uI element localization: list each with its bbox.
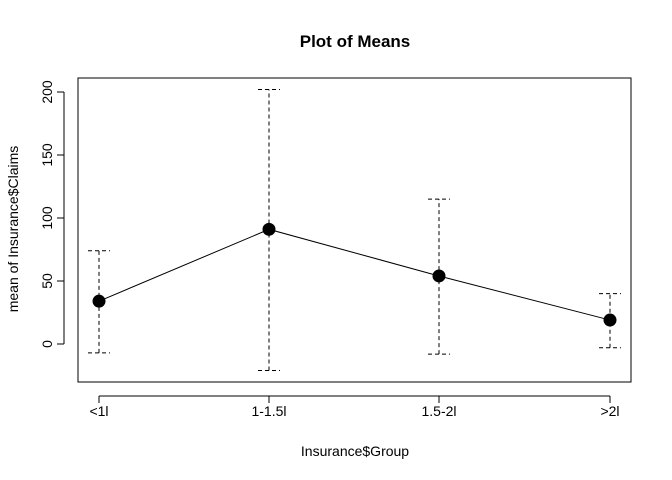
series-line-group <box>98 228 611 321</box>
y-axis: 0 50 100 150 200 <box>39 80 65 348</box>
y-axis-label: mean of Insurance$Claims <box>5 146 21 313</box>
y-tick-label: 150 <box>39 143 55 167</box>
points <box>92 222 617 327</box>
data-point <box>603 313 617 327</box>
plot-frame <box>77 77 632 383</box>
x-tick-label: 1-1.5l <box>251 403 286 419</box>
x-tick-label: <1l <box>89 403 108 419</box>
x-tick-label: >2l <box>600 403 619 419</box>
data-point <box>262 222 276 236</box>
y-tick-label: 200 <box>39 80 55 104</box>
y-tick-label: 50 <box>39 273 55 289</box>
x-tick-label: 1.5-2l <box>421 403 456 419</box>
chart-title: Plot of Means <box>300 32 411 51</box>
y-tick-label: 0 <box>39 340 55 348</box>
x-axis: <1l 1-1.5l 1.5-2l >2l <box>89 395 620 419</box>
data-point <box>432 269 446 283</box>
error-bars <box>88 88 621 371</box>
y-tick-label: 100 <box>39 206 55 230</box>
data-point <box>92 294 106 308</box>
x-axis-label: Insurance$Group <box>301 443 409 459</box>
series-line <box>98 228 611 321</box>
